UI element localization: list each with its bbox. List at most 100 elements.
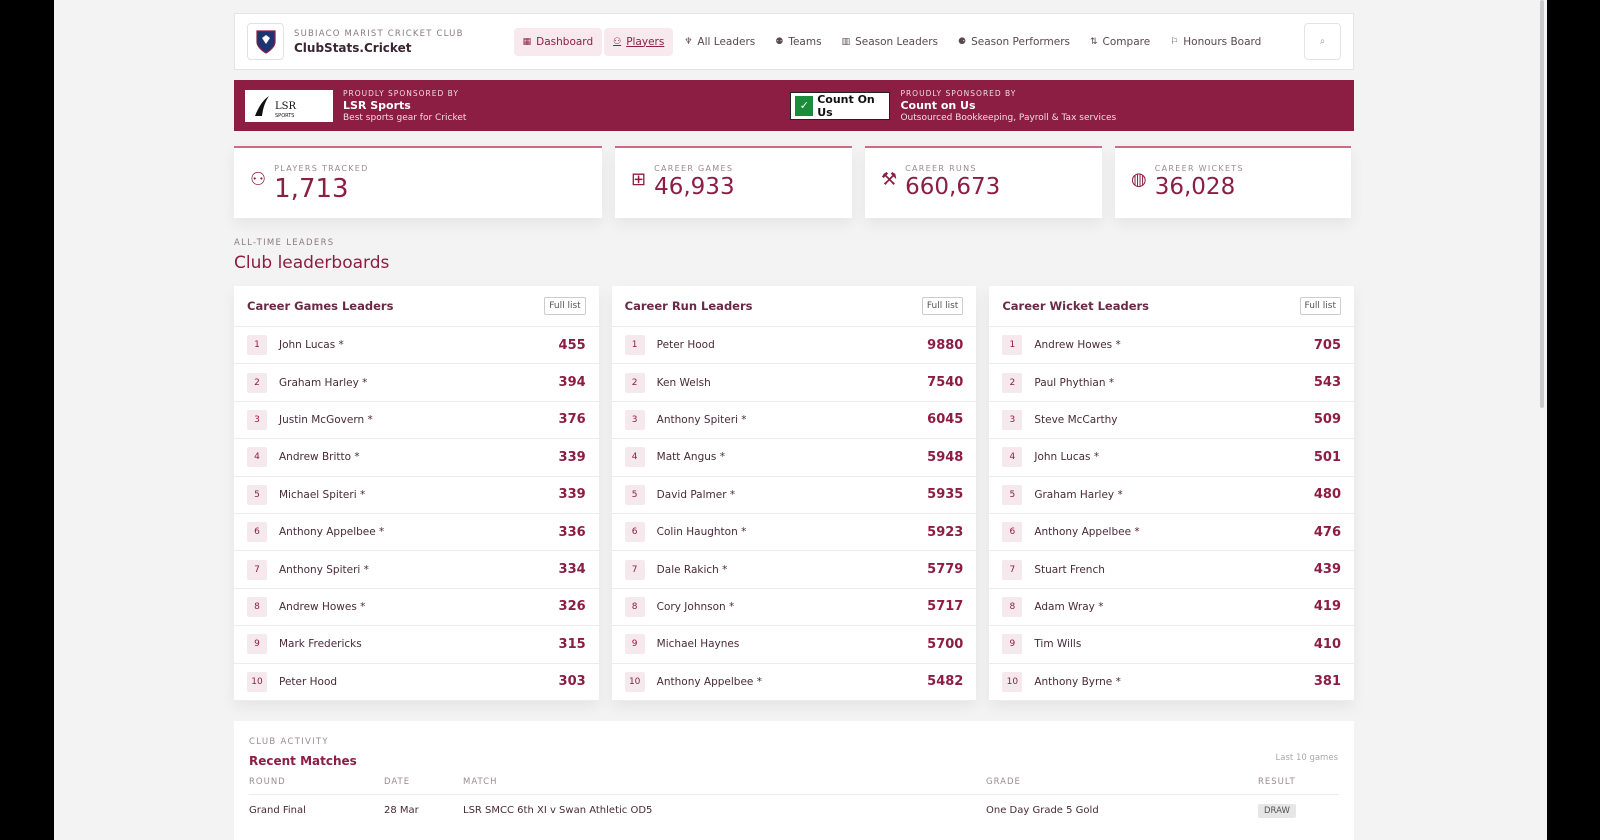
player-name[interactable]: Steve McCarthy <box>1034 413 1118 426</box>
board-career-games: Career Games Leaders Full list 1 John Lucas… <box>234 286 599 701</box>
stat-value: 46,933 <box>654 174 735 200</box>
player-name[interactable]: Tim Wills <box>1034 638 1082 651</box>
sponsor-name: LSR Sports <box>343 98 411 112</box>
leader-row[interactable]: 10 Anthony Appelbee * 5482 <box>611 664 977 701</box>
match-date: 28 Mar <box>384 804 419 816</box>
player-name[interactable]: Peter Hood <box>656 339 715 352</box>
leader-row[interactable]: 2 Graham Harley * 394 <box>234 364 599 402</box>
nav-honours-board[interactable]: ⚐ Honours Board <box>1161 28 1270 56</box>
player-name[interactable]: John Lucas * <box>279 339 344 352</box>
stat-career-games: ⊞ CAREER GAMES 46,933 <box>615 146 852 218</box>
leader-row[interactable]: 4 Andrew Britto * 339 <box>234 439 599 477</box>
player-name[interactable]: Andrew Howes * <box>279 600 366 613</box>
player-name[interactable]: Andrew Britto * <box>279 451 360 464</box>
sponsor-lsr[interactable]: LSR SPORTS PROUDLY SPONSORED BY LSR Spor… <box>245 89 466 123</box>
leader-row[interactable]: 6 Anthony Appelbee * 336 <box>234 514 599 552</box>
player-name[interactable]: Graham Harley * <box>279 376 368 389</box>
leader-row[interactable]: 3 Steve McCarthy 509 <box>989 402 1355 440</box>
club-logo[interactable] <box>247 23 284 60</box>
player-name[interactable]: Justin McGovern * <box>279 413 373 426</box>
leader-row[interactable]: 5 Graham Harley * 480 <box>989 477 1355 514</box>
player-value: 5935 <box>927 487 964 503</box>
nav-teams[interactable]: ⚉ Teams <box>766 28 830 56</box>
col-date: DATE <box>384 776 411 787</box>
match-name[interactable]: LSR SMCC 6th XI v Swan Athletic OD5 <box>463 804 653 816</box>
rank-badge: 5 <box>1002 484 1023 505</box>
player-name[interactable]: Andrew Howes * <box>1034 339 1121 352</box>
player-name[interactable]: Anthony Spiteri * <box>656 413 747 426</box>
player-name[interactable]: Colin Haughton * <box>656 526 747 539</box>
player-value: 476 <box>1313 524 1342 540</box>
player-name[interactable]: Michael Haynes <box>656 638 740 651</box>
nav-label: Teams <box>788 35 822 48</box>
player-name[interactable]: Peter Hood <box>279 675 338 688</box>
leader-row[interactable]: 1 Peter Hood 9880 <box>611 327 977 365</box>
leader-row[interactable]: 1 John Lucas * 455 <box>234 327 599 365</box>
bat-icon: ⚒ <box>881 169 898 190</box>
leader-row[interactable]: 8 Andrew Howes * 326 <box>234 589 599 627</box>
full-list-button[interactable]: Full list <box>921 297 964 315</box>
leader-row[interactable]: 6 Anthony Appelbee * 476 <box>989 514 1355 552</box>
nav-players[interactable]: ⚇ Players <box>604 27 674 56</box>
leader-row[interactable]: 9 Tim Wills 410 <box>989 626 1355 664</box>
player-name[interactable]: Anthony Appelbee * <box>279 526 385 539</box>
player-name[interactable]: John Lucas * <box>1034 451 1100 464</box>
rank-badge: 1 <box>1002 335 1023 356</box>
svg-text:LSR: LSR <box>275 101 296 112</box>
nav-season-performers[interactable]: ⚈ Season Performers <box>949 28 1079 56</box>
leader-row[interactable]: 7 Stuart French 439 <box>989 551 1355 589</box>
player-name[interactable]: Stuart French <box>1034 563 1105 576</box>
player-name[interactable]: Ken Welsh <box>656 376 711 389</box>
nav-all-leaders[interactable]: ♆ All Leaders <box>675 28 764 56</box>
player-name[interactable]: Graham Harley * <box>1034 488 1123 501</box>
player-name[interactable]: Anthony Appelbee * <box>656 675 762 688</box>
player-name[interactable]: Cory Johnson * <box>656 600 735 613</box>
leader-row[interactable]: 3 Justin McGovern * 376 <box>234 402 599 440</box>
leader-row[interactable]: 6 Colin Haughton * 5923 <box>611 514 977 552</box>
leader-row[interactable]: 10 Peter Hood 303 <box>234 664 599 701</box>
leader-row[interactable]: 9 Michael Haynes 5700 <box>611 626 977 664</box>
leader-row[interactable]: 3 Anthony Spiteri * 6045 <box>611 402 977 440</box>
stat-value: 36,028 <box>1154 174 1236 200</box>
player-name[interactable]: Anthony Byrne * <box>1034 675 1121 688</box>
table-row[interactable]: Grand Final 28 Mar LSR SMCC 6th XI v Swa… <box>249 795 1339 818</box>
nav-season-leaders[interactable]: ▥ Season Leaders <box>833 28 947 56</box>
nav-dashboard[interactable]: ▦ Dashboard <box>513 27 603 56</box>
leader-row[interactable]: 5 David Palmer * 5935 <box>611 477 977 514</box>
player-name[interactable]: Dale Rakich * <box>656 563 728 576</box>
leader-row[interactable]: 10 Anthony Byrne * 381 <box>989 664 1355 701</box>
player-name[interactable]: Adam Wray * <box>1034 600 1104 613</box>
player-value: 9880 <box>927 337 964 353</box>
player-name[interactable]: Anthony Spiteri * <box>279 563 369 576</box>
player-name[interactable]: Anthony Appelbee * <box>1034 526 1140 539</box>
scrollbar-thumb[interactable] <box>1540 0 1544 408</box>
player-name[interactable]: Paul Phythian * <box>1034 376 1115 389</box>
rank-badge: 4 <box>624 447 645 468</box>
search-button[interactable]: ⌕ <box>1304 23 1341 60</box>
sponsor-count-on-us[interactable]: ✓ Count On Us PROUDLY SPONSORED BY Count … <box>790 89 1116 123</box>
leaderboards: Career Games Leaders Full list 1 John Lucas… <box>234 286 1355 701</box>
leader-row[interactable]: 7 Anthony Spiteri * 334 <box>234 551 599 589</box>
players-icon: ⚇ <box>613 36 622 47</box>
brand[interactable]: SUBIACO MARIST CRICKET CLUB ClubStats.Cr… <box>294 29 464 55</box>
leader-row[interactable]: 4 John Lucas * 501 <box>989 439 1355 477</box>
full-list-button[interactable]: Full list <box>1299 297 1342 315</box>
leader-row[interactable]: 5 Michael Spiteri * 339 <box>234 477 599 514</box>
leader-row[interactable]: 8 Cory Johnson * 5717 <box>611 589 977 627</box>
leader-row[interactable]: 1 Andrew Howes * 705 <box>989 327 1355 365</box>
player-name[interactable]: Matt Angus * <box>656 451 725 464</box>
nav-label: Compare <box>1102 35 1151 48</box>
scrollbar[interactable] <box>1537 0 1547 840</box>
leader-row[interactable]: 8 Adam Wray * 419 <box>989 589 1355 627</box>
leader-row[interactable]: 9 Mark Fredericks 315 <box>234 626 599 664</box>
nav-compare[interactable]: ⇅ Compare <box>1081 28 1159 56</box>
full-list-button[interactable]: Full list <box>544 297 586 315</box>
rank-badge: 6 <box>1002 522 1023 543</box>
leader-row[interactable]: 4 Matt Angus * 5948 <box>611 439 977 477</box>
leader-row[interactable]: 2 Ken Welsh 7540 <box>611 364 977 402</box>
leader-row[interactable]: 7 Dale Rakich * 5779 <box>611 551 977 589</box>
player-name[interactable]: Michael Spiteri * <box>279 488 366 501</box>
player-name[interactable]: David Palmer * <box>656 488 736 501</box>
player-name[interactable]: Mark Fredericks <box>279 638 362 651</box>
leader-row[interactable]: 2 Paul Phythian * 543 <box>989 364 1355 402</box>
